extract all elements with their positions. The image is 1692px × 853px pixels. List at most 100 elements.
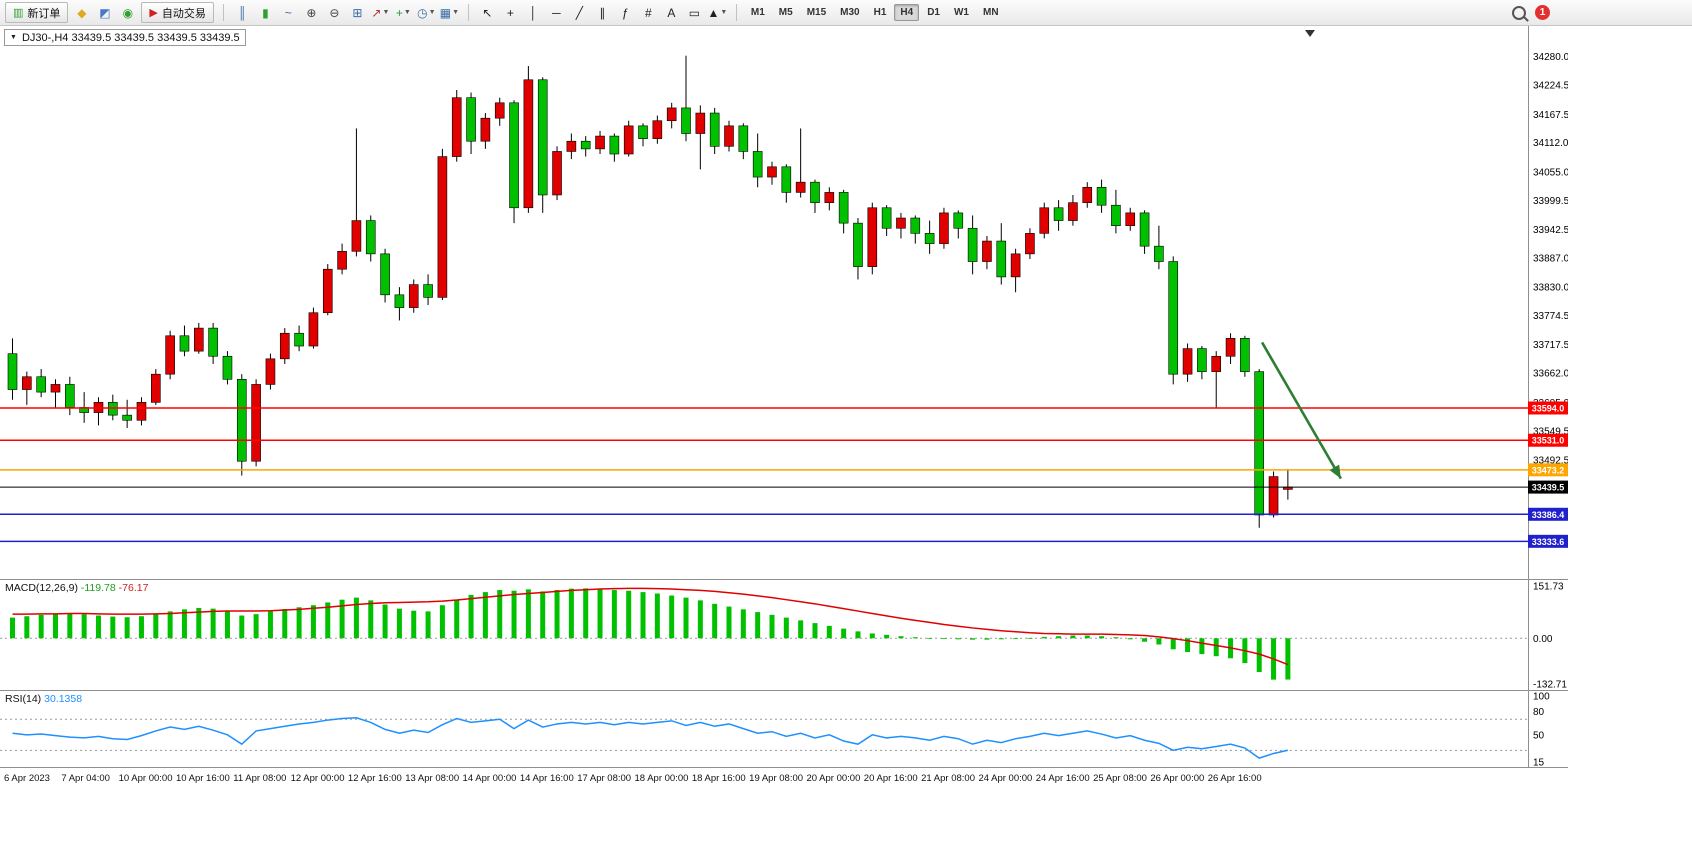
macd-bar — [296, 607, 302, 639]
candle-body — [537, 79, 548, 196]
profiles-icon[interactable]: ◩ — [93, 2, 116, 23]
macd-bar — [382, 604, 388, 639]
tf-h4[interactable]: H4 — [894, 4, 920, 21]
shapes-icon[interactable]: ▲ ▼ — [706, 2, 729, 23]
macd-bar — [1127, 638, 1133, 640]
search-icon[interactable] — [1512, 5, 1526, 20]
rsi-chart[interactable]: 100 80 50 15 — [0, 691, 1568, 767]
fibonacci-icon[interactable]: ƒ — [614, 2, 637, 23]
macd-bar — [239, 615, 245, 639]
vertical-line-icon[interactable]: │ — [522, 2, 545, 23]
price-tag — [1528, 507, 1568, 521]
tile-windows-icon[interactable]: ⊞ — [346, 2, 369, 23]
panel-divider[interactable] — [0, 579, 1568, 580]
toolbar-group-chart-view: ║ ▮ ~ ⊕ ⊖ ⊞ ↗ ▼ + ▼ ◷ ▼ ▦ ▼ — [228, 2, 464, 23]
trendline-icon[interactable]: ╱ — [568, 2, 591, 23]
toolbar-separator — [735, 4, 737, 21]
indicators-icon[interactable]: ↗ ▼ — [369, 2, 392, 23]
panel-divider[interactable] — [0, 690, 1568, 691]
toolbar-separator — [467, 4, 469, 21]
candle-body — [494, 102, 505, 119]
candle-body — [810, 181, 820, 203]
crosshair-icon[interactable]: + — [499, 2, 522, 23]
alerts-icon[interactable]: ◉ — [116, 2, 139, 23]
cursor-icon: ↖ — [482, 5, 493, 20]
label-icon[interactable]: ▭ — [683, 2, 706, 23]
grid-icon[interactable]: # — [637, 2, 660, 23]
candle-body — [408, 284, 419, 308]
macd-bar — [411, 610, 417, 639]
macd-bar — [138, 616, 144, 639]
tf-mn[interactable]: MN — [982, 7, 999, 18]
candle-body — [1197, 348, 1207, 372]
text-icon[interactable]: A — [660, 2, 683, 23]
candle-body — [193, 327, 204, 352]
notification-badge[interactable]: 1 — [1535, 5, 1550, 20]
macd-bar — [1027, 637, 1033, 639]
candle-body — [108, 402, 118, 416]
candle-body — [595, 135, 605, 150]
periods-icon: ◷ — [417, 5, 428, 20]
tf-w1[interactable]: W1 — [953, 7, 969, 18]
tf-d1[interactable]: D1 — [927, 7, 940, 18]
trendline-icon: ╱ — [575, 5, 583, 20]
main-chart[interactable]: 34280.0 34224.5 34167.5 34112.0 34055.0 33999… — [0, 26, 1568, 579]
new-order-button[interactable]: ▥ 新订单 — [5, 2, 69, 23]
time-axis[interactable]: 6 Apr 2023 7 Apr 04:00 10 Apr 00:00 10 Apr … — [0, 767, 1568, 792]
macd-bar — [755, 612, 761, 639]
zoom-in-icon: ⊕ — [306, 5, 317, 20]
price-axis-label: 34280.0 — [1533, 52, 1568, 63]
zoom-in-icon[interactable]: ⊕ — [300, 2, 323, 23]
macd-chart[interactable]: 151.73 0.00 -132.71 — [0, 580, 1568, 690]
candlestick-icon[interactable]: ▮ — [254, 2, 277, 23]
time-label: 10 Apr 00:00 — [118, 773, 173, 784]
autotrade-button-icon: ▶ — [149, 7, 158, 19]
add-indicator-icon[interactable]: + ▼ — [392, 2, 415, 23]
candle-body — [308, 312, 319, 347]
macd-histogram — [10, 588, 1291, 680]
macd-bar — [253, 614, 259, 639]
candle-body — [451, 97, 462, 157]
rsi-axis-label: 50 — [1533, 730, 1545, 741]
templates-icon[interactable]: ▦ ▼ — [438, 2, 461, 23]
tf-m30[interactable]: M30 — [840, 7, 860, 18]
mql-icon[interactable]: ◆ — [70, 2, 93, 23]
trend-arrow[interactable] — [1260, 341, 1343, 480]
rsi-name: RSI(14) — [5, 693, 42, 705]
macd-bar — [597, 589, 603, 639]
collapse-icon[interactable]: ▼ — [10, 34, 17, 41]
macd-bar — [396, 608, 402, 639]
candle-body — [1010, 253, 1021, 278]
macd-bar — [984, 638, 990, 640]
macd-bar — [841, 628, 847, 639]
autotrade-button[interactable]: ▶ 自动交易 — [141, 2, 214, 23]
tf-m1[interactable]: M1 — [750, 7, 765, 18]
tf-m5[interactable]: M5 — [778, 7, 793, 18]
macd-bar — [683, 597, 689, 639]
tf-m15[interactable]: M15 — [806, 7, 827, 18]
candle-body — [222, 355, 233, 380]
macd-name: MACD(12,26,9) — [5, 582, 78, 594]
macd-bar — [325, 602, 331, 639]
candle-body — [939, 212, 949, 244]
macd-bar — [1170, 638, 1176, 650]
candle-body — [566, 140, 577, 152]
cursor-icon[interactable]: ↖ — [476, 2, 499, 23]
horizontal-line-icon[interactable]: ─ — [545, 2, 568, 23]
price-axis-label: 33942.5 — [1533, 225, 1568, 236]
periods-icon[interactable]: ◷ ▼ — [415, 2, 438, 23]
macd-bar — [124, 617, 130, 639]
chart-shift-marker[interactable] — [1305, 30, 1315, 37]
bar-chart-icon[interactable]: ║ — [231, 2, 254, 23]
candle-body — [380, 253, 390, 296]
macd-bar — [95, 615, 101, 639]
candle-body — [1154, 245, 1164, 262]
zoom-out-icon[interactable]: ⊖ — [323, 2, 346, 23]
candle-body — [236, 379, 247, 462]
line-chart-icon[interactable]: ~ — [277, 2, 300, 23]
channel-icon[interactable]: ∥ — [591, 2, 614, 23]
candle-body — [509, 102, 519, 209]
add-indicator-icon: + — [395, 5, 403, 20]
tf-h1[interactable]: H1 — [873, 7, 887, 18]
chart-title-tab[interactable]: ▼ DJ30-,H4 33439.5 33439.5 33439.5 33439… — [4, 29, 246, 46]
